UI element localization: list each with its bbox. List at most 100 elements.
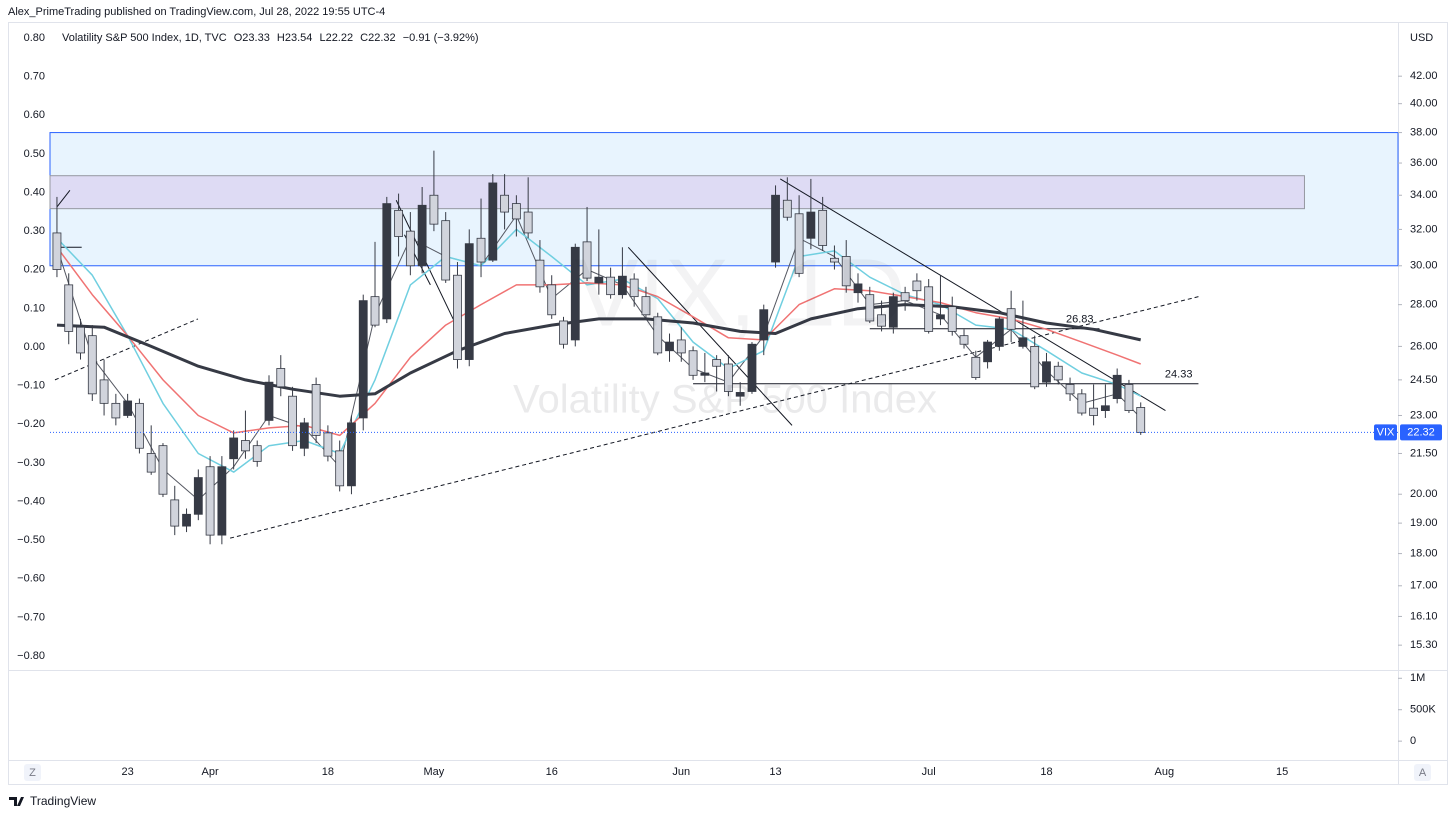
candle-body bbox=[205, 466, 215, 536]
candle-body bbox=[394, 209, 403, 237]
candle-body bbox=[900, 292, 910, 302]
volume-tick-label: 0 bbox=[1410, 735, 1416, 747]
frame bbox=[8, 22, 1448, 785]
candle-body bbox=[1089, 407, 1099, 416]
price-tag-symbol-box bbox=[1374, 424, 1397, 441]
y-tick-label: 19.00 bbox=[1410, 517, 1438, 529]
candle-body bbox=[759, 309, 769, 341]
candle-body bbox=[959, 335, 969, 345]
x-tick-label: 23 bbox=[122, 766, 134, 778]
candle-body bbox=[1042, 361, 1051, 383]
candle-body bbox=[947, 306, 957, 332]
candle-body bbox=[924, 286, 934, 332]
candle-body bbox=[99, 379, 109, 404]
y2-tick-label: 0.30 bbox=[24, 225, 45, 237]
logo bbox=[9, 797, 24, 806]
candle-body bbox=[853, 283, 863, 294]
candle-body bbox=[252, 445, 262, 462]
x-tick-label: Jul bbox=[922, 766, 936, 778]
y2-tick-label: 0.50 bbox=[24, 148, 45, 160]
candle-body bbox=[865, 294, 875, 322]
zone bbox=[49, 132, 1399, 267]
moving-average bbox=[56, 215, 1142, 501]
candle-body bbox=[994, 318, 1004, 347]
candle-body bbox=[135, 402, 144, 449]
candle-body bbox=[1100, 405, 1110, 411]
publisher: Alex_PrimeTrading published on TradingVi… bbox=[8, 6, 385, 18]
candle-body bbox=[712, 359, 722, 367]
trendline bbox=[54, 318, 199, 381]
y-tick-label: 36.00 bbox=[1410, 157, 1438, 169]
price-tag-symbol: VIX bbox=[1377, 426, 1395, 438]
y-tick-label: 28.00 bbox=[1410, 299, 1438, 311]
candle-body bbox=[441, 220, 451, 281]
y-tick-label: 34.00 bbox=[1410, 189, 1438, 201]
currency: USD bbox=[1410, 32, 1433, 44]
zoom-button[interactable] bbox=[24, 764, 41, 781]
trendline bbox=[779, 178, 1166, 412]
candle-body bbox=[830, 257, 839, 263]
legend-low: L22.22 bbox=[319, 32, 353, 44]
y2-tick-label: −0.60 bbox=[17, 573, 45, 585]
candle-body bbox=[606, 276, 616, 296]
y-tick-label: 24.50 bbox=[1410, 374, 1438, 386]
candle-body bbox=[700, 372, 710, 376]
candle-body bbox=[912, 280, 922, 292]
candle-body bbox=[193, 477, 203, 515]
candle-body bbox=[1030, 345, 1040, 388]
y-tick-label: 38.00 bbox=[1410, 126, 1438, 138]
y2-tick-label: 0.40 bbox=[24, 186, 45, 198]
candle-body bbox=[241, 440, 250, 452]
y2-tick-label: 0.60 bbox=[24, 109, 45, 121]
y-tick-label: 20.00 bbox=[1410, 488, 1438, 500]
candle-body bbox=[735, 392, 745, 397]
footer-brand: TradingView bbox=[30, 794, 96, 808]
candle-body bbox=[936, 314, 945, 320]
candle-body bbox=[594, 276, 604, 284]
candle-body bbox=[1112, 374, 1122, 399]
candle-body bbox=[158, 445, 168, 495]
y-tick-label: 16.10 bbox=[1410, 610, 1438, 622]
candle-body bbox=[182, 513, 191, 527]
x-tick-label: May bbox=[424, 766, 445, 778]
candle-body bbox=[665, 341, 674, 352]
y-tick-label: 15.30 bbox=[1410, 639, 1438, 651]
y2-tick-label: 0.70 bbox=[24, 71, 45, 83]
y2-tick-label: −0.20 bbox=[17, 418, 45, 430]
level-label: 24.33 bbox=[1165, 369, 1193, 381]
y2-tick-label: 0.20 bbox=[24, 264, 45, 276]
y2-tick-label: −0.30 bbox=[17, 457, 45, 469]
candle-body bbox=[276, 368, 286, 388]
candle-body bbox=[52, 232, 62, 270]
y-tick-label: 23.00 bbox=[1410, 409, 1438, 421]
y-tick-label: 42.00 bbox=[1410, 70, 1438, 82]
zoom-button-label[interactable]: Z bbox=[29, 767, 36, 779]
candle-body bbox=[347, 422, 356, 487]
legend-close: C22.32 bbox=[360, 32, 395, 44]
candle-body bbox=[641, 296, 651, 316]
candle-body bbox=[782, 199, 792, 218]
volume-tick-label: 500K bbox=[1410, 704, 1436, 716]
candle-body bbox=[1136, 407, 1146, 433]
candle-body bbox=[1018, 337, 1028, 347]
y2-tick-label: −0.50 bbox=[17, 534, 45, 546]
candle-body bbox=[724, 363, 733, 392]
candle-body bbox=[806, 211, 816, 239]
candle-body bbox=[299, 422, 309, 449]
price-tag-box bbox=[1400, 424, 1442, 441]
y-tick-label: 30.00 bbox=[1410, 260, 1438, 272]
x-tick-label: 18 bbox=[1040, 766, 1052, 778]
auto-scale-button[interactable] bbox=[1414, 764, 1431, 781]
auto-scale-button-label[interactable]: A bbox=[1419, 767, 1427, 779]
candle-body bbox=[676, 339, 686, 354]
candle-body bbox=[64, 284, 74, 332]
candle-body bbox=[370, 296, 380, 326]
trendline bbox=[627, 246, 793, 426]
y2-tick-label: 0.00 bbox=[24, 341, 45, 353]
candle-body bbox=[358, 300, 368, 419]
moving-average bbox=[56, 228, 1142, 473]
candle-body bbox=[429, 194, 439, 225]
x-tick-label: Apr bbox=[202, 766, 219, 778]
candle-body bbox=[653, 316, 663, 354]
candle-body bbox=[405, 230, 415, 267]
